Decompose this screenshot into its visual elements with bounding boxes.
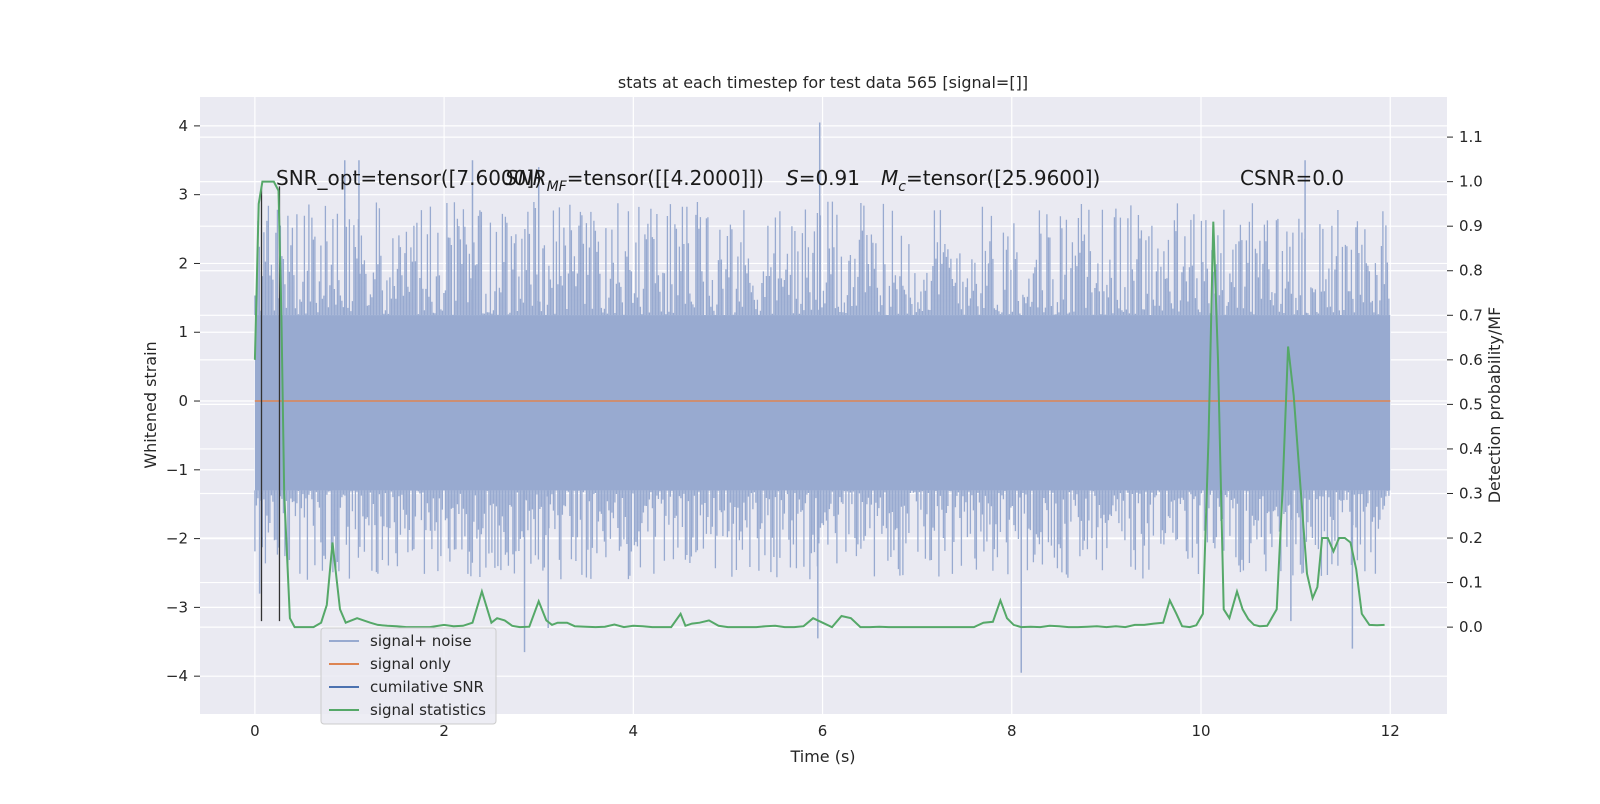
y-tick-label-left: −4 xyxy=(166,667,188,685)
y-tick-label-left: −2 xyxy=(166,530,188,548)
legend-label-signal-only: signal only xyxy=(370,655,451,673)
noise-peaks-lower xyxy=(254,490,1390,580)
y-tick-label-left: 0 xyxy=(178,392,188,410)
y-tick-label-right: 0.9 xyxy=(1459,217,1483,235)
y-axis-label-right: Detection probability/MF xyxy=(1485,307,1504,504)
y-tick-label-left: 1 xyxy=(178,323,188,341)
signal-statistics-line xyxy=(253,180,1385,629)
x-axis-label: Time (s) xyxy=(789,747,855,766)
legend: signal+ noise signal only cumilative SNR… xyxy=(320,627,497,725)
y-tick-label-left: −3 xyxy=(166,598,188,616)
x-tick-label: 4 xyxy=(629,722,639,740)
annotation-s: S=0.91 xyxy=(786,166,860,190)
y-tick-label-right: 1.1 xyxy=(1459,128,1483,146)
y-axis-label-left: Whitened strain xyxy=(141,341,160,468)
line-series xyxy=(253,180,1391,629)
annotation-mc: Mc=tensor([25.9600]) xyxy=(881,166,1100,195)
x-tick-label: 10 xyxy=(1191,722,1210,740)
annotation-snr-mf-value: =tensor([[4.2000]]) xyxy=(567,166,764,190)
y-tick-label-left: 2 xyxy=(178,254,188,272)
y-tick-label-left: 4 xyxy=(178,117,188,135)
noise-peaks-upper xyxy=(254,201,1390,315)
y-tick-label-right: 0.0 xyxy=(1459,618,1483,636)
annotation-snr-mf-label: SNR xyxy=(505,166,547,190)
annotation-mc-label: M xyxy=(881,166,898,190)
x-tick-label: 2 xyxy=(439,722,449,740)
legend-label-signal-statistics: signal statistics xyxy=(370,701,486,719)
annotation-s-label: S xyxy=(786,166,799,190)
legend-box xyxy=(320,627,497,725)
legend-label-cumulative-snr: cumilative SNR xyxy=(370,678,484,696)
chart-title: stats at each timestep for test data 565… xyxy=(618,73,1028,92)
y-tick-label-right: 0.4 xyxy=(1459,440,1483,458)
signal-noise-series xyxy=(254,122,1391,673)
legend-label-signal-noise: signal+ noise xyxy=(370,632,472,650)
x-tick-label: 8 xyxy=(1007,722,1017,740)
y-tick-label-right: 0.3 xyxy=(1459,484,1483,502)
y-tick-label-left: 3 xyxy=(178,186,188,204)
y-tick-label-right: 0.2 xyxy=(1459,529,1483,547)
x-tick-label: 0 xyxy=(250,722,260,740)
annotation-mc-value: =tensor([25.9600]) xyxy=(906,166,1100,190)
y-tick-label-right: 0.1 xyxy=(1459,574,1483,592)
y-tick-label-right: 0.6 xyxy=(1459,351,1483,369)
axis-ticks: 0 2 4 6 8 10 12−4−3−2−1012340.00.10.20.30.40.5… xyxy=(166,117,1483,740)
y-tick-label-right: 0.5 xyxy=(1459,395,1483,413)
y-tick-label-right: 1.0 xyxy=(1459,173,1483,191)
x-tick-label: 12 xyxy=(1381,722,1400,740)
annotation-snr-opt: SNR_opt=tensor([7.6000]) xyxy=(276,166,542,190)
y-tick-label-left: −1 xyxy=(166,461,188,479)
annotation-mc-sub: c xyxy=(898,179,906,195)
annotation-snr-mf-sub: MF xyxy=(547,179,568,195)
y-tick-label-right: 0.7 xyxy=(1459,306,1483,324)
noise-band xyxy=(254,315,1391,491)
y-tick-label-right: 0.8 xyxy=(1459,262,1483,280)
annotation-s-value: =0.91 xyxy=(799,166,860,190)
annotation-csnr: CSNR=0.0 xyxy=(1240,166,1344,190)
annotation-snr-mf: SNRMF=tensor([[4.2000]]) xyxy=(505,166,764,195)
x-tick-label: 6 xyxy=(818,722,828,740)
